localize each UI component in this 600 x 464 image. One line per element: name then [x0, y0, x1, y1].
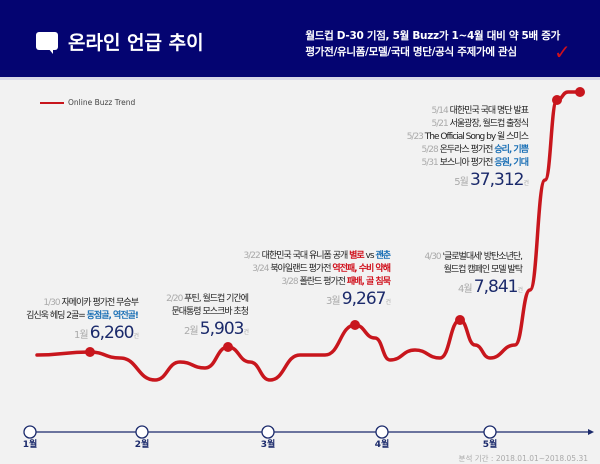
x-tick-label: 5월: [482, 440, 498, 450]
annotation-line: 김신욱 헤딩 2골= 동점골, 역전골!: [26, 311, 139, 321]
x-tick-label: 2월: [134, 440, 150, 450]
data-point: [575, 87, 585, 97]
header: 온라인 언급 추이 월드컵 D-30 기점, 5월 Buzz가 1~4월 대비 …: [0, 0, 600, 80]
annotation-line: 5/28 온두라스 평가전 승리, 기쁨: [421, 145, 529, 155]
annotation-line: 1/30 자메이카 평가전 무승부: [43, 298, 139, 308]
data-point: [552, 95, 562, 105]
analysis-period: 분석 기간 : 2018.01.01~2018.05.31: [458, 454, 588, 463]
annotation-line: 2/20 푸틴, 월드컵 기간에: [166, 294, 249, 304]
month-value: 3월 9,267건: [326, 289, 391, 309]
axis-tick-marker: [23, 425, 37, 439]
axis-tick-marker: [135, 425, 149, 439]
x-tick-label: 3월: [260, 440, 276, 450]
x-tick-label: 4월: [374, 440, 390, 450]
data-point: [455, 315, 465, 325]
month-value: 5월 37,312건: [454, 170, 529, 190]
axis-tick-marker: [483, 425, 497, 439]
annotation-line: 3/28 폴란드 평가전 패배, 골 침묵: [281, 277, 391, 287]
annotation-line: 3/22 대한민국 국대 유니폼 공개 별로 vs 괜춘: [243, 251, 391, 261]
annotation-line: 3/24 북아일랜드 평가전 역전패, 수비 약해: [252, 264, 391, 274]
annotation-may: 5/14 대한민국 국대 명단 발표 5/21 서울광장, 월드컵 출정식 5/23…: [406, 105, 529, 194]
axis-tick-marker: [261, 425, 275, 439]
page-title: 온라인 언급 추이: [68, 32, 204, 54]
legend-line: [40, 101, 64, 104]
checkmark-icon: ✓: [554, 40, 571, 64]
annotation-line: 5/31 보스니아 평가전 응원, 기대: [421, 158, 529, 168]
annotation-line: 5/23 The Official Song by 윌 스미스: [406, 132, 529, 142]
data-point: [223, 342, 233, 352]
x-tick-label: 1월: [22, 440, 38, 450]
annotation-line: 월드컵 캠페인 모델 발탁: [443, 265, 523, 275]
annotation-line: 문대통령 모스크바 초청: [171, 307, 249, 317]
legend: Online Buzz Trend: [40, 98, 135, 107]
data-point: [85, 347, 95, 357]
trend-line: [35, 90, 582, 382]
month-value: 4월 7,841건: [458, 277, 523, 297]
header-subtitle: 월드컵 D-30 기점, 5월 Buzz가 1~4월 대비 약 5배 증가 평가…: [305, 30, 560, 58]
annotation-apr: 4/30 '글로벌대세' 방탄소년단, 월드컵 캠페인 모델 발탁 4월 7,841…: [424, 251, 523, 301]
annotation-line: 5/14 대한민국 국대 명단 발표: [431, 106, 529, 116]
axis-arrow: [588, 429, 594, 435]
data-point: [350, 320, 360, 330]
month-value: 1월 6,260건: [74, 323, 139, 343]
annotation-line: 4/30 '글로벌대세' 방탄소년단,: [424, 252, 523, 262]
month-value: 2월 5,903건: [184, 319, 249, 339]
annotation-mar: 3/22 대한민국 국대 유니폼 공개 별로 vs 괜춘 3/24 북아일랜드 평…: [243, 250, 391, 313]
speech-bubble-icon: [36, 32, 58, 54]
axis-tick-marker: [375, 425, 389, 439]
annotation-line: 5/21 서울광장, 월드컵 출정식: [431, 119, 529, 129]
